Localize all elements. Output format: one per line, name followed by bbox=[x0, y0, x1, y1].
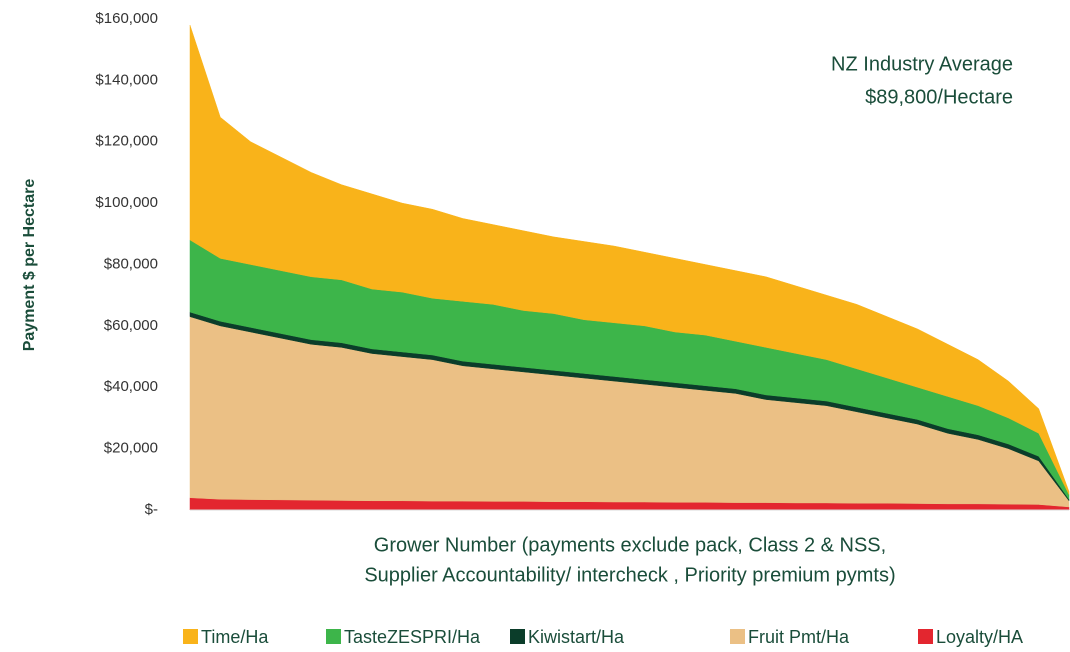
y-tick-label: $120,000 bbox=[95, 133, 158, 150]
y-tick-label: $80,000 bbox=[104, 255, 158, 272]
legend-label: Kiwistart/Ha bbox=[528, 627, 625, 647]
annotation: $89,800/Hectare bbox=[865, 86, 1013, 108]
y-tick-label: $40,000 bbox=[104, 378, 158, 395]
legend-swatch bbox=[730, 629, 745, 644]
legend-swatch bbox=[326, 629, 341, 644]
legend-swatch bbox=[510, 629, 525, 644]
area bbox=[189, 25, 1070, 495]
y-tick-label: $60,000 bbox=[104, 317, 158, 334]
legend-label: Time/Ha bbox=[201, 627, 269, 647]
y-tick-label: $160,000 bbox=[95, 10, 158, 27]
legend-label: TasteZESPRI/Ha bbox=[344, 627, 481, 647]
legend-label: Loyalty/HA bbox=[936, 627, 1023, 647]
y-tick-label: $140,000 bbox=[95, 71, 158, 88]
legend-swatch bbox=[183, 629, 198, 644]
legend-label: Fruit Pmt/Ha bbox=[748, 627, 850, 647]
legend-swatch bbox=[918, 629, 933, 644]
y-tick-label: $20,000 bbox=[104, 440, 158, 457]
y-tick-label: $100,000 bbox=[95, 194, 158, 211]
y-axis-title: Payment $ per Hectare bbox=[21, 179, 38, 352]
annotation: NZ Industry Average bbox=[831, 53, 1013, 75]
x-axis-title: Supplier Accountability/ intercheck , Pr… bbox=[364, 564, 895, 586]
y-tick-label: $- bbox=[145, 501, 158, 518]
x-axis-title: Grower Number (payments exclude pack, Cl… bbox=[374, 534, 886, 556]
